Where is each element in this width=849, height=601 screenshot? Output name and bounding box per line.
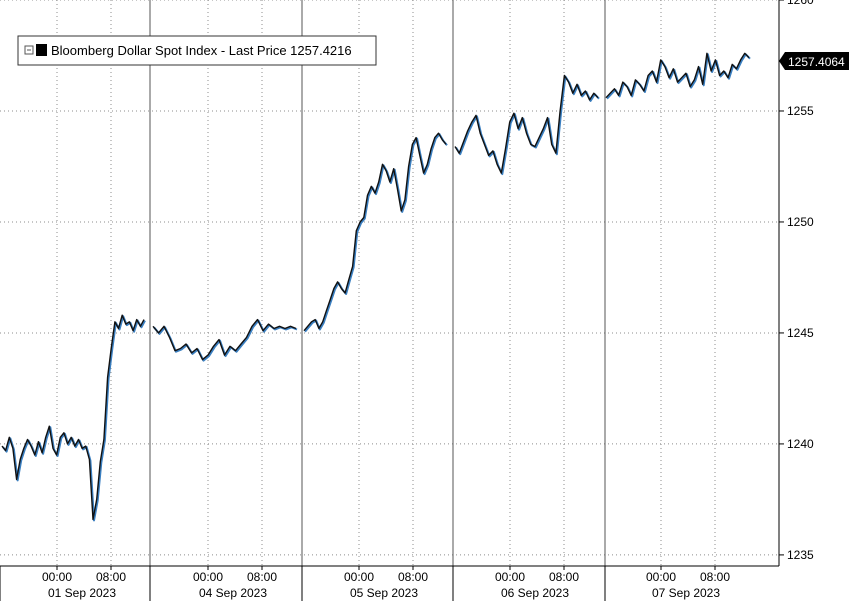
y-tick-label: 1255 [787, 104, 814, 118]
legend: Bloomberg Dollar Spot Index - Last Price… [17, 35, 377, 66]
series-line-segment [605, 52, 750, 99]
x-axis: 00:00 08:00 00:00 08:00 00:00 08:00 00:00 08:00… [0, 565, 779, 601]
x-time-label: 08:00 [398, 570, 428, 584]
series-line-segment [454, 74, 599, 174]
x-time-label: 08:00 [247, 570, 277, 584]
legend-label: Bloomberg Dollar Spot Index - Last Price… [51, 43, 352, 58]
x-time-label: 00:00 [193, 570, 223, 584]
series-line-segment [303, 132, 447, 332]
x-time-label: 08:00 [549, 570, 579, 584]
series-line-shadow [304, 133, 448, 333]
y-axis: 1235 1240 1245 1250 1255 1260 [778, 0, 814, 566]
last-value-label: 1257.4064 [788, 55, 845, 69]
y-tick-label: 1240 [787, 437, 814, 451]
y-tick-label: 1260 [787, 0, 814, 7]
y-tick-label: 1235 [787, 548, 814, 562]
series-line-segment [1, 314, 145, 521]
x-time-label: 00:00 [42, 570, 72, 584]
x-date-label: 01 Sep 2023 [48, 586, 116, 600]
x-time-label: 08:00 [96, 570, 126, 584]
x-date-label: 05 Sep 2023 [350, 586, 418, 600]
x-date-label: 07 Sep 2023 [652, 586, 720, 600]
x-time-label: 00:00 [344, 570, 374, 584]
series-layer [1, 52, 751, 522]
x-date-label: 04 Sep 2023 [199, 586, 267, 600]
grid-layer [0, 0, 779, 566]
y-tick-label: 1245 [787, 326, 814, 340]
x-time-label: 00:00 [646, 570, 676, 584]
x-date-label: 06 Sep 2023 [501, 586, 569, 600]
x-time-label: 08:00 [700, 570, 730, 584]
last-value-tag: 1257.4064 [779, 52, 849, 70]
legend-box [17, 35, 377, 66]
y-tick-label: 1250 [787, 215, 814, 229]
x-time-label: 00:00 [495, 570, 525, 584]
last-value-tag-bg [779, 52, 849, 70]
series-line-segment [152, 318, 297, 361]
legend-series-swatch [36, 44, 47, 56]
plot-background [0, 0, 779, 566]
